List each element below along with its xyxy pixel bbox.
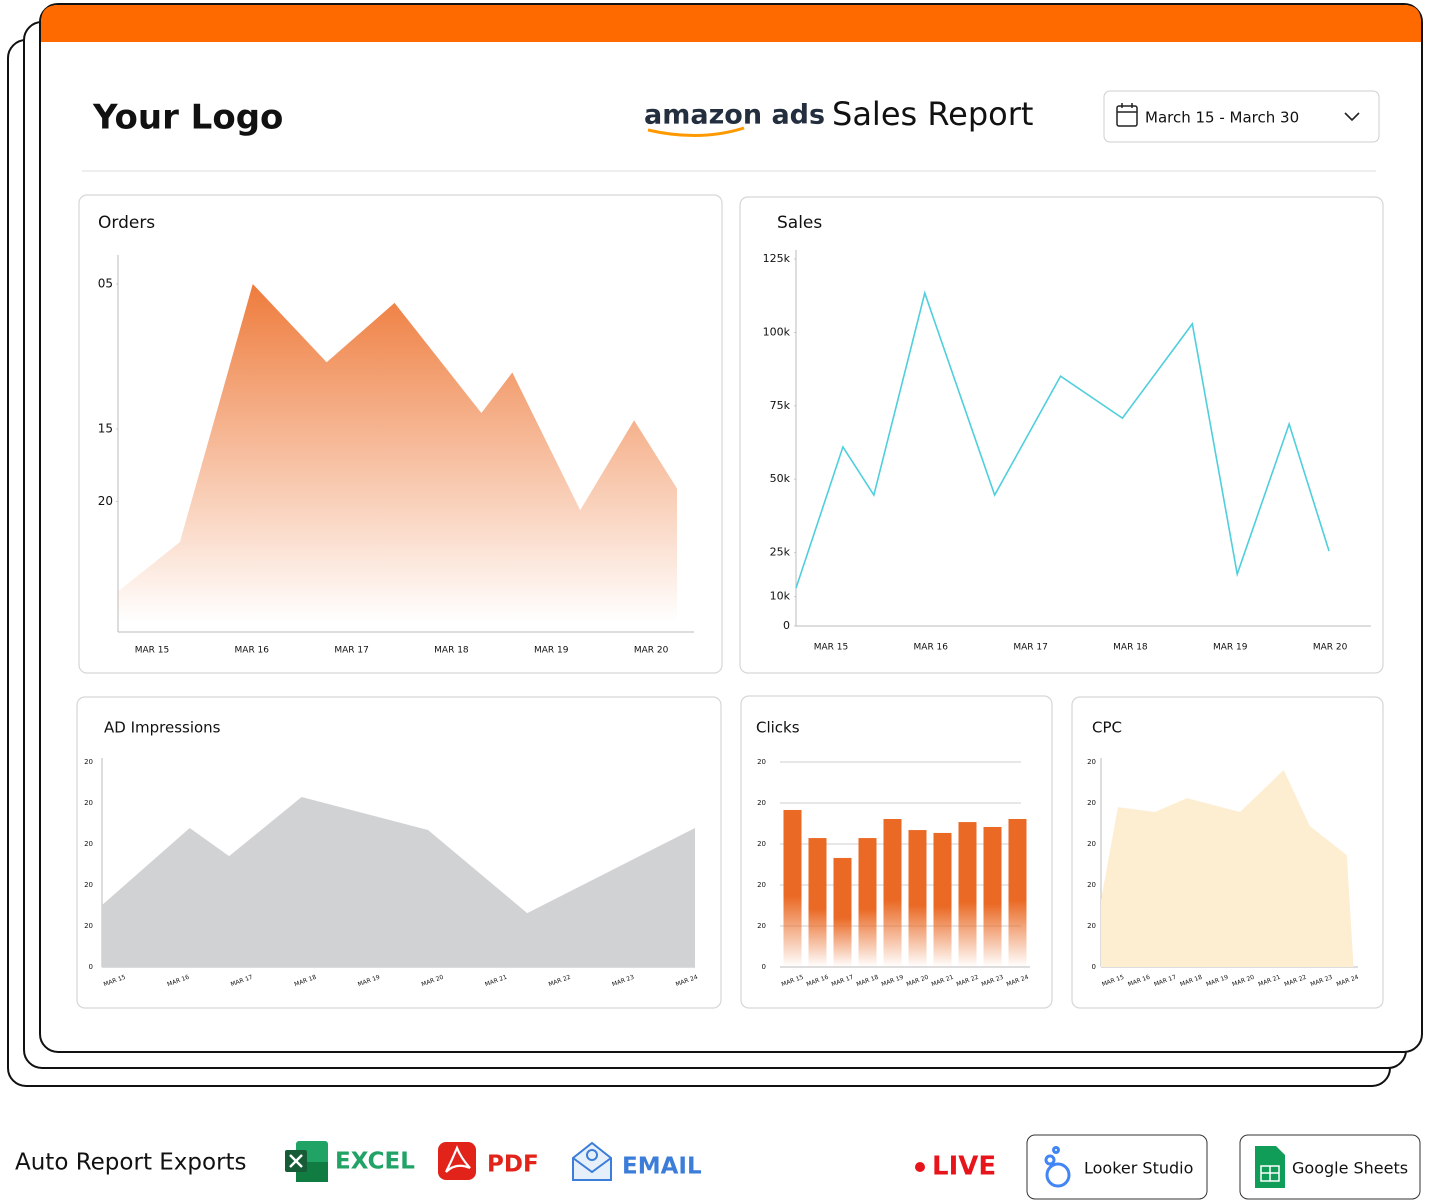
y-tick-label: 05 bbox=[98, 277, 113, 291]
y-tick-label: 20 bbox=[1087, 881, 1096, 889]
y-tick-label: 20 bbox=[1087, 922, 1096, 930]
export-pdf[interactable]: PDF bbox=[487, 1152, 539, 1178]
y-tick-label: 25k bbox=[770, 546, 791, 559]
x-tick-label: MAR 17 bbox=[1013, 643, 1048, 653]
y-tick-label: 20 bbox=[757, 881, 766, 889]
y-tick-label: 20 bbox=[84, 922, 93, 930]
bar bbox=[958, 822, 977, 967]
exports-label: Auto Report Exports bbox=[15, 1150, 247, 1176]
y-tick-label: 0 bbox=[89, 963, 93, 971]
x-tick-label: MAR 15 bbox=[135, 646, 170, 656]
area bbox=[102, 797, 695, 967]
export-email[interactable]: EMAIL bbox=[622, 1154, 702, 1180]
bar bbox=[783, 809, 802, 967]
report-title: Sales Report bbox=[832, 95, 1033, 133]
bar bbox=[908, 830, 927, 967]
looker-icon bbox=[1044, 1146, 1071, 1188]
chart-title: Clicks bbox=[756, 719, 800, 737]
bar bbox=[858, 838, 877, 967]
y-tick-label: 20 bbox=[1087, 758, 1096, 766]
y-tick-label: 75k bbox=[770, 399, 791, 412]
area bbox=[118, 284, 678, 632]
y-tick-label: 20 bbox=[1087, 799, 1096, 807]
top-band bbox=[41, 5, 1421, 42]
y-tick-label: 125k bbox=[763, 252, 791, 265]
bar bbox=[1008, 818, 1027, 967]
pdf-icon bbox=[438, 1142, 476, 1180]
y-tick-label: 10k bbox=[770, 590, 791, 603]
sheets-icon bbox=[1255, 1146, 1285, 1188]
chart-title: AD Impressions bbox=[104, 719, 221, 737]
looker-button[interactable] bbox=[1026, 1134, 1208, 1200]
y-tick-label: 100k bbox=[763, 325, 791, 338]
y-tick-label: 0 bbox=[762, 963, 766, 971]
bar bbox=[808, 838, 827, 967]
x-tick-label: MAR 18 bbox=[1113, 643, 1148, 653]
integration-looker: Looker Studio bbox=[1084, 1159, 1193, 1178]
bar bbox=[883, 818, 902, 967]
live-label: LIVE bbox=[932, 1152, 996, 1182]
x-tick-label: MAR 19 bbox=[1213, 643, 1248, 653]
y-tick-label: 50k bbox=[770, 472, 791, 485]
x-tick-label: MAR 19 bbox=[534, 646, 569, 656]
email-icon bbox=[572, 1141, 612, 1181]
brand: amazon ads bbox=[644, 100, 825, 131]
live-dot bbox=[915, 1162, 925, 1172]
y-tick-label: 0 bbox=[783, 619, 790, 632]
x-tick-label: MAR 18 bbox=[434, 646, 469, 656]
y-tick-label: 0 bbox=[1092, 963, 1096, 971]
calendar-icon bbox=[1116, 103, 1138, 127]
chart-title: Orders bbox=[98, 213, 155, 233]
y-tick-label: 20 bbox=[757, 799, 766, 807]
x-tick-label: MAR 17 bbox=[334, 646, 369, 656]
y-tick-label: 20 bbox=[84, 758, 93, 766]
x-tick-label: MAR 15 bbox=[814, 643, 849, 653]
chart-title: Sales bbox=[777, 213, 822, 233]
chevron bbox=[1344, 112, 1360, 122]
area bbox=[1101, 769, 1354, 967]
x-tick-label: MAR 20 bbox=[634, 646, 669, 656]
bar bbox=[983, 826, 1002, 967]
y-tick-label: 20 bbox=[84, 881, 93, 889]
x-tick-label: MAR 16 bbox=[235, 646, 270, 656]
bar bbox=[933, 832, 952, 967]
export-excel[interactable]: EXCEL bbox=[335, 1149, 415, 1175]
date-range: March 15 - March 30 bbox=[1145, 109, 1299, 127]
excel-icon bbox=[285, 1141, 328, 1182]
y-tick-label: 20 bbox=[757, 758, 766, 766]
y-tick-label: 20 bbox=[98, 494, 113, 508]
y-tick-label: 15 bbox=[98, 422, 113, 436]
y-tick-label: 20 bbox=[1087, 840, 1096, 848]
x-tick-label: MAR 20 bbox=[1313, 643, 1348, 653]
date-picker[interactable] bbox=[1103, 90, 1380, 143]
line bbox=[795, 290, 1330, 589]
brand-smile bbox=[647, 126, 745, 137]
y-tick-label: 20 bbox=[757, 840, 766, 848]
y-tick-label: 20 bbox=[757, 922, 766, 930]
card bbox=[739, 196, 1384, 674]
x-tick-label: MAR 16 bbox=[914, 643, 949, 653]
y-tick-label: 20 bbox=[84, 799, 93, 807]
integration-sheets: Google Sheets bbox=[1292, 1159, 1408, 1178]
chart-title: CPC bbox=[1092, 719, 1122, 737]
y-tick-label: 20 bbox=[84, 840, 93, 848]
logo: Your Logo bbox=[92, 98, 283, 138]
bar bbox=[833, 857, 852, 967]
